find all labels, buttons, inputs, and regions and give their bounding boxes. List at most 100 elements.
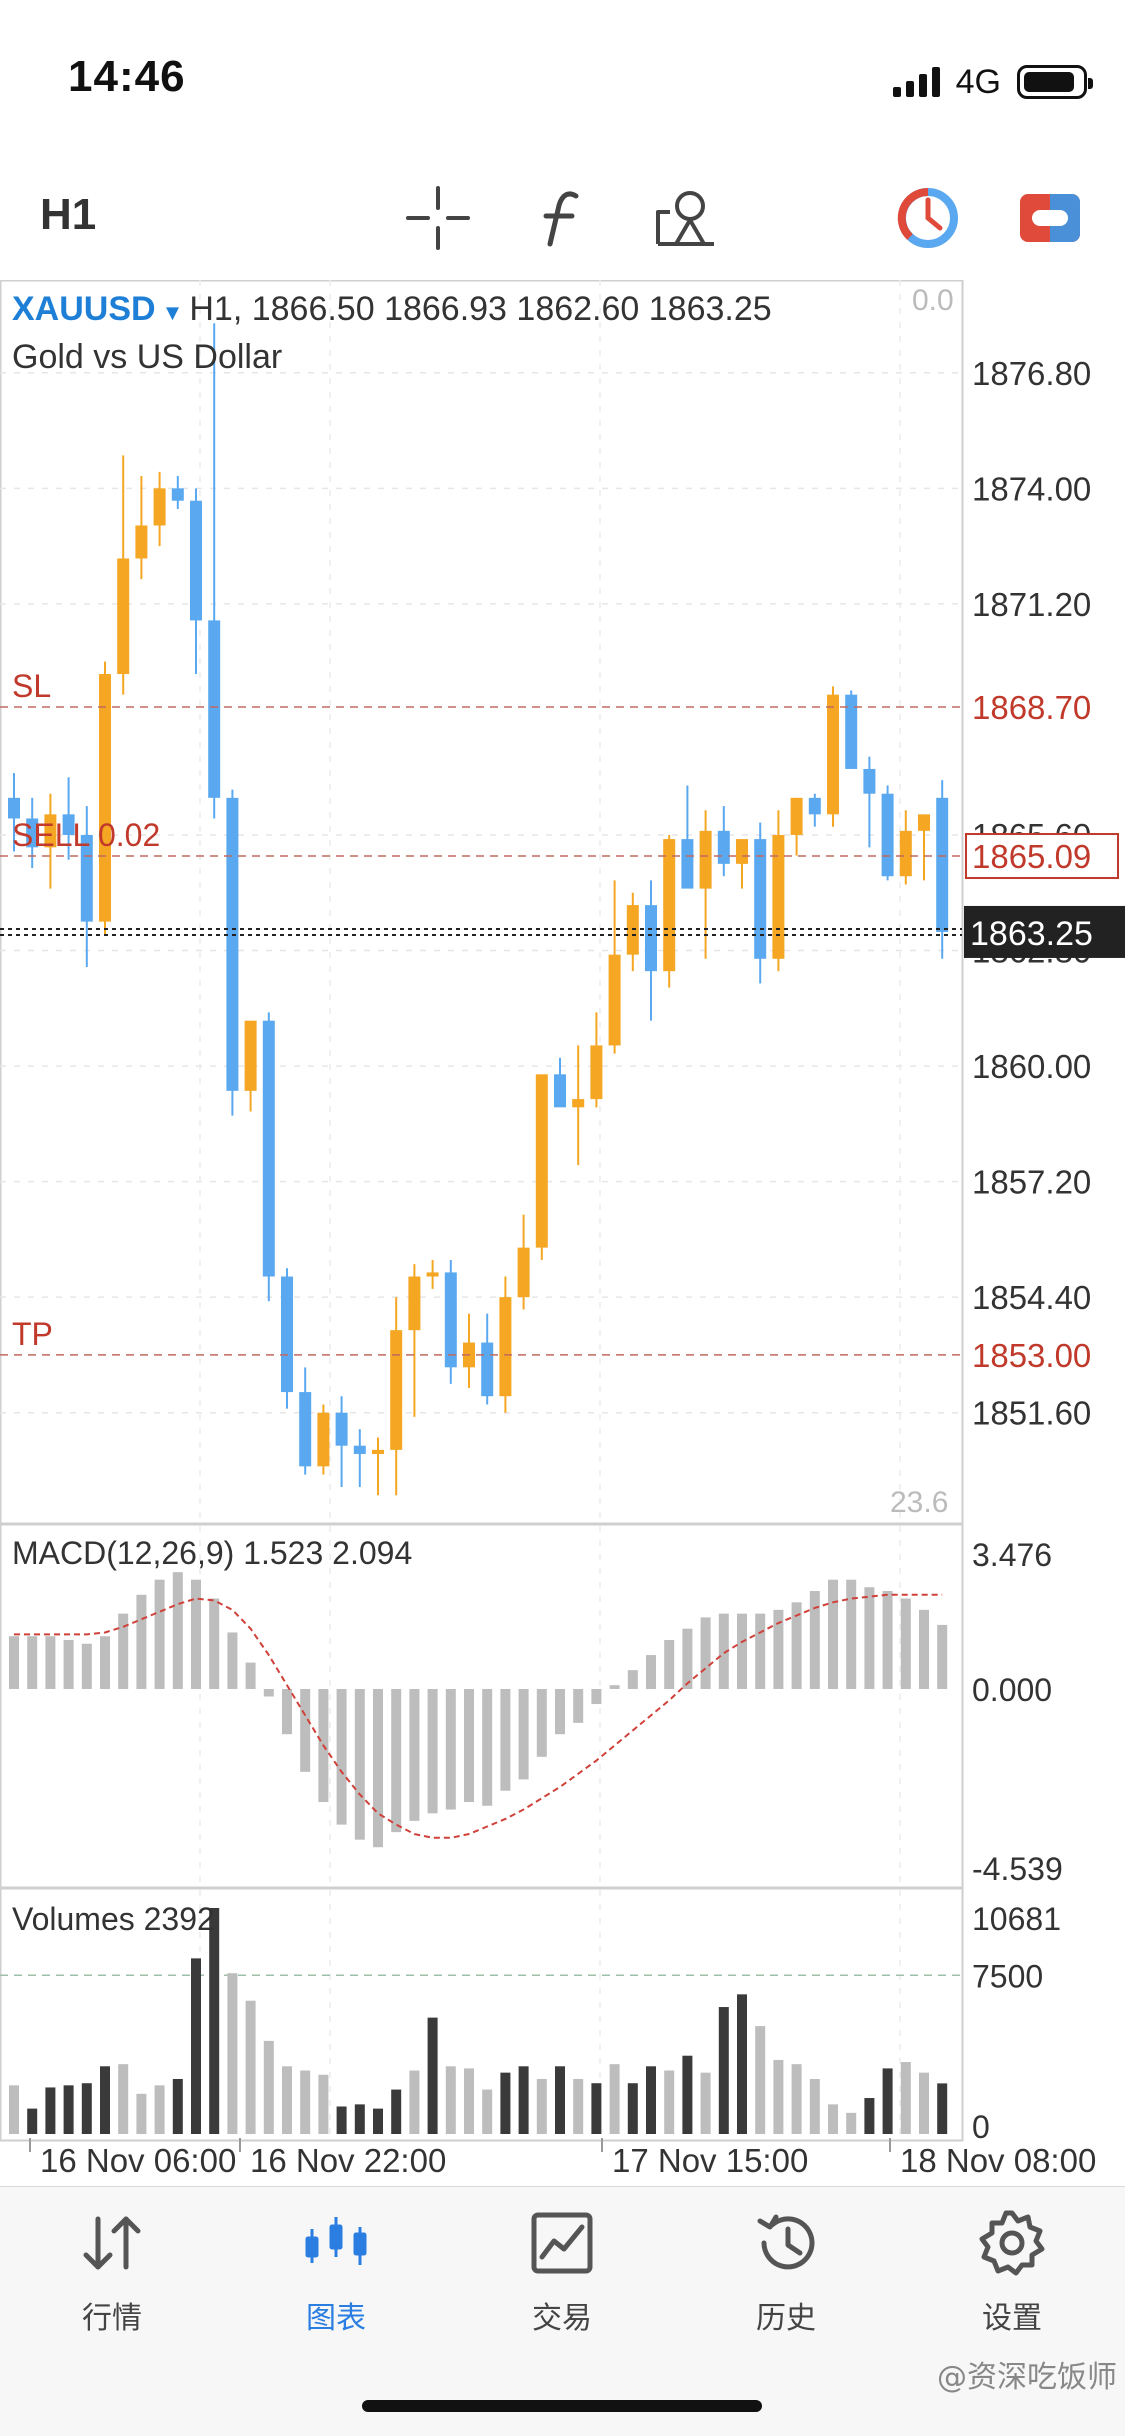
- nav-label: 设置: [982, 2301, 1042, 2336]
- volume-bar: [464, 2068, 474, 2134]
- volume-bar: [300, 2070, 311, 2134]
- candle-body: [681, 839, 694, 889]
- volume-bar: [282, 2066, 292, 2134]
- volume-scale-label: 0: [972, 2109, 990, 2145]
- volume-scale-label: 7500: [972, 1958, 1043, 1994]
- macd-histogram-bar: [864, 1587, 875, 1689]
- candle-body: [608, 954, 621, 1046]
- function-icon[interactable]: [522, 178, 602, 258]
- trade-icon: [531, 2212, 593, 2274]
- symbol-description: Gold vs US Dollar: [12, 338, 283, 376]
- crosshair-icon[interactable]: [398, 178, 478, 258]
- candle-body: [808, 797, 821, 815]
- macd-histogram-bar: [27, 1636, 38, 1689]
- candle-body: [590, 1045, 603, 1100]
- volume-bar: [136, 2093, 147, 2134]
- corner-label-bottom: 23.6: [890, 1486, 948, 1519]
- macd-histogram-bar: [81, 1643, 92, 1689]
- take-profit-label: TP: [12, 1316, 53, 1352]
- volume-bar: [591, 2083, 602, 2134]
- status-time: 14:46: [68, 52, 186, 101]
- symbol-dropdown-icon[interactable]: ▼: [161, 300, 184, 325]
- macd-histogram-bar: [500, 1688, 511, 1791]
- candle-body: [572, 1099, 585, 1108]
- macd-histogram-bar: [9, 1636, 19, 1689]
- candle-body: [899, 830, 912, 877]
- chart-area[interactable]: 1876.801874.001871.201865.601862.801860.…: [0, 280, 1125, 2180]
- macd-histogram-bar: [136, 1594, 147, 1689]
- volume-bar: [755, 2026, 766, 2134]
- candle-body: [863, 768, 876, 794]
- timeframe-button[interactable]: H1: [40, 190, 97, 239]
- macd-histogram-bar: [627, 1670, 638, 1689]
- volume-bar: [627, 2083, 638, 2134]
- volume-bar: [828, 2104, 838, 2134]
- volume-bar: [445, 2066, 456, 2134]
- volume-bar: [9, 2085, 19, 2134]
- nav-history[interactable]: 历史: [706, 2207, 866, 2337]
- volume-bar: [718, 2007, 729, 2134]
- chart-toolbar: H1: [0, 160, 1125, 270]
- chart-canvas[interactable]: 1876.801874.001871.201865.601862.801860.…: [0, 280, 1125, 2180]
- macd-histogram-bar: [937, 1624, 948, 1689]
- bid-price: 1863.25: [970, 915, 1093, 953]
- symbol-selector[interactable]: XAUUSD: [12, 290, 156, 328]
- candle-body: [153, 488, 166, 526]
- quotes-icon: [83, 2216, 141, 2270]
- trade-levels-icon[interactable]: [1010, 178, 1090, 258]
- macd-histogram-bar: [755, 1613, 766, 1689]
- candle-body: [535, 1074, 548, 1248]
- candle-body: [190, 500, 202, 621]
- macd-signal-line: [14, 1593, 943, 1839]
- status-bar: 14:46 4G: [0, 0, 1125, 150]
- one-click-trading-icon[interactable]: [888, 178, 968, 258]
- price-axis-label: 1851.60: [972, 1395, 1091, 1432]
- volume-bar: [555, 2066, 565, 2134]
- macd-histogram-bar: [846, 1579, 857, 1689]
- volume-bar: [227, 1973, 238, 2134]
- candle-body: [135, 525, 148, 559]
- macd-histogram-bar: [445, 1688, 456, 1810]
- nav-chart[interactable]: 图表: [256, 2207, 416, 2337]
- volume-bar: [373, 2108, 383, 2134]
- volume-bar: [391, 2089, 402, 2134]
- macd-histogram-bar: [118, 1613, 129, 1689]
- volume-bar: [172, 2078, 183, 2134]
- chart-frame: [0, 280, 964, 2142]
- candle-body: [699, 830, 712, 889]
- volume-bar: [191, 1958, 201, 2134]
- candle-body: [736, 839, 748, 864]
- nav-settings[interactable]: 设置: [932, 2207, 1092, 2337]
- macd-histogram-bar: [464, 1688, 474, 1803]
- macd-histogram-bar: [45, 1636, 56, 1689]
- candle-body: [262, 1020, 275, 1277]
- volume-bar: [354, 2104, 365, 2134]
- macd-histogram-bar: [919, 1609, 929, 1689]
- macd-histogram-bar: [354, 1688, 365, 1840]
- macd-histogram-bar: [427, 1688, 438, 1814]
- candle-body: [754, 839, 767, 959]
- candle-body: [772, 834, 785, 959]
- candle-body: [317, 1412, 330, 1467]
- candle-body: [208, 620, 221, 798]
- macd-histogram-bar: [409, 1688, 420, 1821]
- nav-quotes[interactable]: 行情: [32, 2207, 192, 2337]
- candle-body: [99, 674, 111, 922]
- volume-bar: [937, 2083, 948, 2134]
- price-axis-label: 1871.20: [972, 586, 1091, 623]
- nav-trade[interactable]: 交易: [482, 2207, 642, 2337]
- macd-histogram-bar: [336, 1688, 347, 1825]
- volume-bar: [500, 2072, 511, 2134]
- volume-bar: [609, 2064, 620, 2134]
- bottom-navigation: 行情 图表 交易 历史 设置: [0, 2186, 1125, 2436]
- signal-icon: [892, 67, 940, 97]
- candle-body: [499, 1297, 512, 1397]
- macd-label: MACD(12,26,9) 1.523 2.094: [12, 1535, 412, 1571]
- volume-bar: [409, 2070, 420, 2134]
- home-indicator: [362, 2400, 762, 2412]
- macd-histogram-bar: [737, 1613, 747, 1689]
- objects-icon[interactable]: [646, 178, 726, 258]
- nav-label: 历史: [756, 2301, 816, 2336]
- candle-body: [244, 1020, 257, 1091]
- candle-body: [827, 694, 839, 815]
